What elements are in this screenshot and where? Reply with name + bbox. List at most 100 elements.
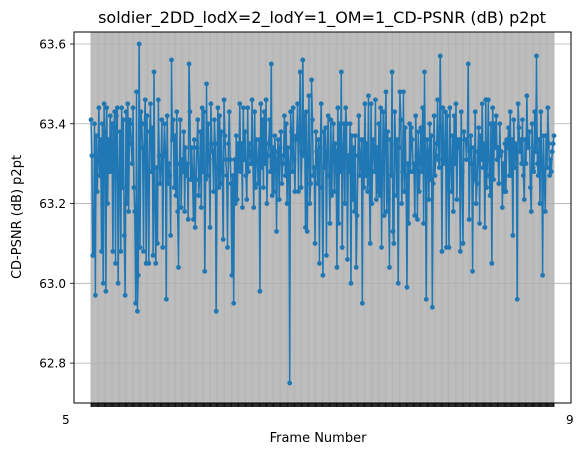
data-point	[451, 113, 457, 119]
data-point	[147, 129, 153, 135]
data-point	[479, 101, 485, 107]
data-point	[380, 109, 386, 115]
data-point	[405, 161, 411, 167]
data-point	[484, 185, 490, 190]
data-point	[343, 105, 349, 111]
data-point	[287, 380, 293, 386]
data-point	[244, 197, 250, 202]
data-point	[272, 133, 278, 139]
data-point	[275, 137, 281, 143]
data-point	[289, 129, 294, 135]
data-point	[411, 161, 417, 167]
data-point	[217, 113, 223, 119]
data-point	[213, 308, 219, 314]
data-point	[362, 101, 368, 107]
data-point	[262, 161, 268, 167]
data-point	[312, 241, 318, 246]
data-point	[315, 181, 321, 186]
data-point	[345, 153, 351, 159]
data-point	[548, 169, 554, 175]
data-point	[522, 137, 528, 143]
data-point	[431, 113, 437, 119]
data-point	[173, 193, 179, 198]
data-point	[342, 201, 348, 206]
data-point	[396, 145, 402, 151]
data-point	[250, 157, 256, 163]
data-point	[535, 173, 541, 179]
data-point	[356, 113, 362, 119]
data-point	[212, 117, 217, 123]
data-point	[230, 173, 236, 179]
data-point	[248, 161, 254, 167]
data-point	[303, 109, 309, 115]
data-point	[300, 57, 306, 63]
data-point	[380, 161, 385, 167]
data-point	[531, 169, 537, 175]
data-point	[485, 157, 490, 163]
data-point	[199, 105, 205, 111]
data-point	[253, 185, 258, 190]
data-point	[205, 121, 211, 127]
data-point	[227, 157, 233, 163]
data-point	[345, 256, 350, 262]
y-tick-label: 63.0	[39, 277, 66, 291]
data-point	[138, 109, 144, 115]
data-point	[212, 141, 218, 147]
data-point	[437, 53, 443, 59]
data-point	[261, 185, 266, 190]
data-point	[270, 145, 276, 151]
data-point	[311, 165, 317, 171]
data-point	[543, 133, 549, 139]
data-point	[102, 129, 108, 135]
data-point	[174, 109, 180, 115]
data-point	[323, 125, 328, 131]
data-point	[137, 245, 143, 250]
data-point	[170, 117, 176, 123]
data-point	[551, 133, 557, 139]
data-point	[409, 137, 415, 143]
data-point	[127, 117, 132, 123]
data-point	[378, 105, 384, 111]
data-point	[351, 145, 356, 151]
data-point	[271, 189, 277, 194]
data-point	[296, 189, 301, 194]
data-point	[91, 253, 97, 258]
data-point	[375, 189, 381, 194]
data-point	[459, 169, 465, 175]
data-point	[125, 101, 131, 107]
data-point	[290, 105, 296, 111]
data-point	[191, 217, 196, 222]
data-point	[525, 141, 531, 147]
data-point	[536, 137, 542, 143]
data-point	[528, 209, 534, 214]
data-point	[254, 157, 260, 163]
data-point	[280, 161, 286, 167]
data-point	[136, 41, 142, 47]
data-point	[295, 101, 300, 107]
data-point	[116, 173, 122, 179]
data-point	[220, 237, 226, 242]
data-point	[240, 205, 245, 210]
data-point	[452, 161, 458, 167]
data-point	[127, 121, 133, 127]
data-point	[444, 113, 450, 119]
data-point	[433, 153, 439, 159]
data-point	[181, 129, 187, 135]
data-point	[292, 189, 298, 194]
data-point	[264, 201, 270, 206]
data-point	[482, 225, 488, 230]
data-point	[456, 145, 461, 151]
data-point	[294, 133, 300, 139]
data-point	[453, 101, 459, 107]
data-point	[337, 121, 342, 127]
data-point	[188, 177, 194, 183]
data-point	[363, 173, 369, 179]
data-point	[366, 93, 371, 99]
data-point	[157, 181, 163, 186]
data-point	[267, 117, 272, 123]
data-point	[275, 149, 280, 155]
data-point	[104, 105, 110, 111]
data-point	[507, 109, 513, 115]
data-point	[474, 181, 480, 186]
